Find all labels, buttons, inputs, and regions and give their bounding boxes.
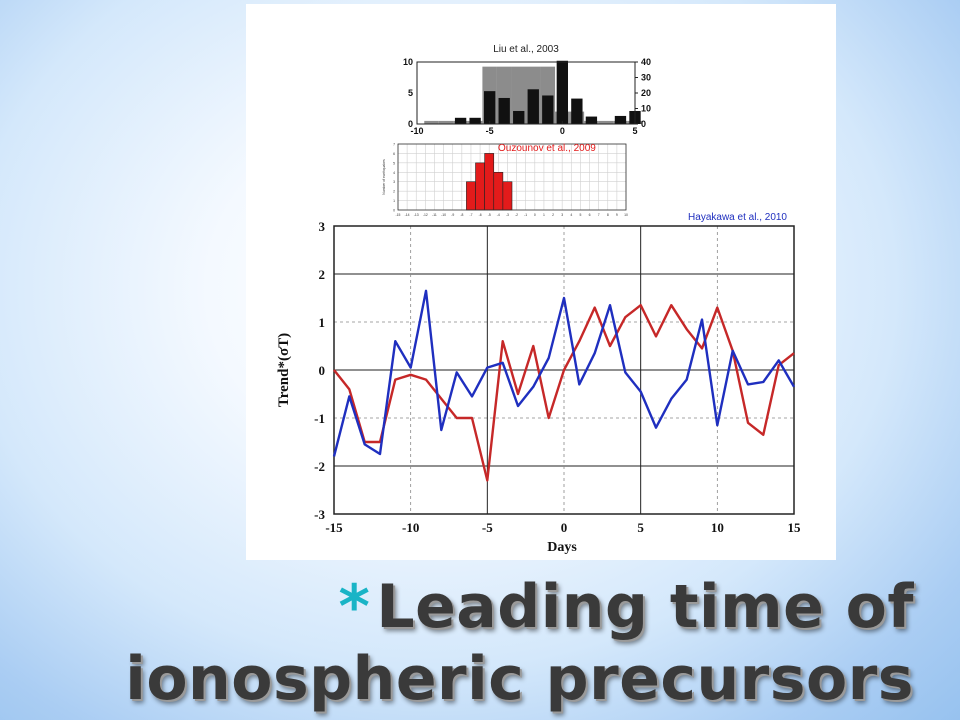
- liu-black-bar: [498, 97, 510, 124]
- ouz-x-tick-label: -8: [460, 213, 463, 217]
- liu-right-tick-label: 30: [641, 73, 651, 83]
- ouz-x-tick-label: 5: [579, 213, 581, 217]
- title-text-1: Leading time of: [376, 572, 914, 642]
- ouz-x-tick-label: 2: [552, 213, 554, 217]
- ouz-x-tick-label: -4: [497, 213, 500, 217]
- hay-x-tick-label: -15: [325, 520, 343, 535]
- ouz-y-tick-label: 7: [393, 143, 395, 147]
- ouz-x-tick-label: 10: [624, 213, 628, 217]
- hayakawa-chart-title: Hayakawa et al., 2010: [688, 212, 787, 223]
- ouz-ylabel: Number of earthquakes: [382, 159, 386, 195]
- liu-left-tick-label: 5: [408, 88, 413, 98]
- ouz-x-tick-label: 6: [589, 213, 591, 217]
- hay-y-tick-label: 3: [319, 219, 326, 234]
- figure-panel: Liu et al., 2003 -10 -5 0 5 0 5 10 0 10 20 30 40 -15-…: [246, 4, 836, 560]
- hay-xlabel: Days: [547, 540, 577, 555]
- ouz-bar: [493, 171, 504, 211]
- liu-gray-bar: [511, 66, 526, 124]
- hay-blue-series-line: [332, 289, 796, 457]
- ouz-bar: [484, 153, 495, 211]
- ouz-x-tick-label: -6: [479, 213, 482, 217]
- title-bullet: *: [338, 572, 371, 642]
- ouz-y-tick-label: 5: [393, 161, 395, 165]
- hay-y-tick-label: 1: [319, 315, 326, 330]
- liu-right-tick-label: 40: [641, 57, 651, 67]
- liu-x-tick-label: -10: [410, 126, 423, 136]
- ouz-x-tick-label: 8: [607, 213, 609, 217]
- liu-black-bar: [527, 89, 539, 124]
- liu-black-bar: [483, 91, 496, 124]
- ouz-x-tick-label: -13: [414, 213, 419, 217]
- liu-chart-title: Liu et al., 2003: [493, 44, 559, 55]
- slide-title: * Leading time of ionospheric precursors: [0, 572, 960, 720]
- hay-y-tick-label: -2: [314, 459, 325, 474]
- liu-black-bar: [454, 117, 467, 124]
- liu-right-tick-label: 0: [641, 119, 646, 129]
- ouz-bar: [502, 181, 513, 211]
- hay-x-tick-label: -5: [482, 520, 493, 535]
- ouz-x-tick-label: 0: [534, 213, 536, 217]
- liu-black-bar: [542, 95, 554, 124]
- liu-black-bar: [469, 117, 481, 124]
- liu-black-bar: [571, 98, 583, 124]
- liu-x-tick-label: 5: [632, 126, 637, 136]
- ouz-x-tick-label: -14: [405, 213, 410, 217]
- ouz-x-tick-label: -3: [506, 213, 509, 217]
- ouz-x-tick-label: -10: [441, 213, 446, 217]
- ouz-plot-frame: [397, 143, 627, 211]
- ouz-x-tick-label: -9: [451, 213, 454, 217]
- ouz-x-tick-label: -11: [432, 213, 437, 217]
- liu-gray-bar: [438, 120, 454, 124]
- liu-x-tick-label: -5: [486, 126, 494, 136]
- ouz-x-tick-label: -12: [423, 213, 428, 217]
- ouz-bar: [475, 162, 485, 211]
- liu-black-bar: [513, 110, 525, 124]
- liu-black-bar: [614, 115, 627, 124]
- hay-x-tick-label: 15: [788, 520, 802, 535]
- hay-x-tick-label: 10: [711, 520, 724, 535]
- ouz-y-tick-label: 4: [393, 171, 395, 175]
- liu-right-tick-label: 20: [641, 88, 651, 98]
- title-line-2: ionospheric precursors: [125, 644, 914, 714]
- ouz-bar: [466, 181, 476, 211]
- ouz-x-tick-label: -15: [396, 213, 401, 217]
- ouz-x-tick-label: 3: [561, 213, 563, 217]
- liu-left-tick-label: 0: [408, 119, 413, 129]
- ouz-x-tick-label: -5: [488, 213, 491, 217]
- liu-right-tick-label: 10: [641, 104, 651, 114]
- liu-black-bar: [556, 60, 569, 124]
- hay-x-tick-label: 0: [561, 520, 568, 535]
- ouz-x-tick-label: -2: [515, 213, 518, 217]
- liu-black-bar: [585, 116, 598, 124]
- ouz-x-tick-label: 1: [543, 213, 545, 217]
- hay-red-series-line: [333, 304, 795, 482]
- hay-y-tick-label: 2: [319, 267, 326, 282]
- ouz-chart-title: Ouzounov et al., 2009: [498, 143, 596, 154]
- liu-gray-bar: [424, 120, 439, 124]
- ouz-y-tick-label: 1: [393, 199, 395, 203]
- ouz-x-tick-label: 4: [570, 213, 572, 217]
- liu-left-tick-label: 10: [403, 57, 413, 67]
- hay-y-tick-label: 0: [319, 363, 326, 378]
- ouz-x-tick-label: 9: [616, 213, 618, 217]
- ouz-y-tick-label: 6: [393, 152, 395, 156]
- ouz-x-tick-label: -1: [524, 213, 527, 217]
- liu-x-tick-label: 0: [560, 126, 565, 136]
- title-line-1: * Leading time of: [338, 572, 914, 642]
- hay-y-tick-label: -1: [314, 411, 325, 426]
- combined-figure: Liu et al., 2003-10 -5 0 50510010203040-15-…: [276, 44, 802, 555]
- hay-x-tick-label: 5: [637, 520, 644, 535]
- ouz-x-tick-label: -7: [469, 213, 472, 217]
- ouz-x-tick-label: 7: [598, 213, 600, 217]
- hay-x-tick-label: -10: [402, 520, 419, 535]
- ouz-y-tick-label: 3: [393, 180, 395, 184]
- liu-gray-bar: [598, 120, 614, 124]
- ouz-y-tick-label: 2: [393, 190, 395, 194]
- ouz-y-tick-label: 0: [393, 209, 395, 213]
- hay-y-tick-label: -3: [314, 507, 325, 522]
- hay-ylabel: Trend*(σT): [276, 333, 292, 407]
